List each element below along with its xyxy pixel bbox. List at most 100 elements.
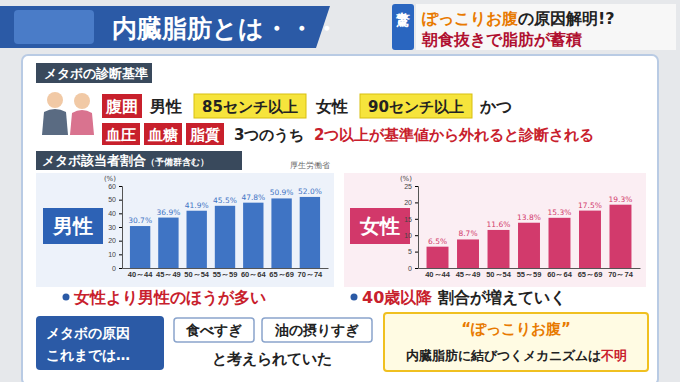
data-label: 45.5% <box>213 196 237 205</box>
female-value: 90センチ以上 <box>368 98 464 116</box>
y-label: (%) <box>400 175 412 183</box>
x-tick: 45～49 <box>456 268 481 279</box>
x-tick: 55～59 <box>517 268 542 279</box>
y-tick: 20 <box>404 199 418 206</box>
woman-head <box>74 93 90 109</box>
bar <box>457 239 479 268</box>
y-tick: 15 <box>404 216 418 223</box>
unknown-text-part: 内臓脂肪に結びつくメカニズムは <box>406 348 601 363</box>
headline-1: ぽっこりお腹の原因解明!? <box>422 9 615 28</box>
y-tick: 60 <box>108 183 122 190</box>
bar <box>130 226 150 268</box>
y-tick-mark <box>415 268 418 269</box>
y-tick-label: 50 <box>108 196 116 203</box>
finding-2-part: 割合が増えていく <box>437 288 566 307</box>
page: 内臓脂肪とは・・・驚きぽっこりお腹の原因解明!?朝食抜きで脂肪が蓄積メタボの診断… <box>0 0 680 382</box>
bar <box>427 247 449 268</box>
data-label: 36.9% <box>156 208 180 217</box>
x-tick-label: 70～74 <box>608 270 634 279</box>
data-label: 30.7% <box>128 216 152 225</box>
headline-2: 朝食抜きで脂肪が蓄積 <box>421 30 582 49</box>
criteria-item: 脂質 <box>189 126 220 144</box>
chart-title: 女性 <box>359 214 400 238</box>
title: 内臓脂肪とは・・・ <box>112 14 339 43</box>
y-tick-mark <box>119 241 122 242</box>
y-tick-mark <box>119 254 122 255</box>
bullet <box>63 294 70 301</box>
y-label: (%) <box>104 175 116 183</box>
y-tick: 25 <box>404 183 418 190</box>
criteria-label-box <box>36 63 152 83</box>
data-label: 13.8% <box>517 213 541 222</box>
y-tick-mark <box>119 268 122 269</box>
data-label: 41.9% <box>185 201 209 210</box>
x-axis: 40～4445～4950～5455～5960～6465～6970～74 <box>123 268 329 279</box>
bar <box>610 205 632 268</box>
x-axis-line <box>419 268 641 269</box>
x-tick: 65～69 <box>578 268 603 279</box>
finding-2-part: 40歳以降 <box>362 288 433 307</box>
x-tick-label: 45～49 <box>156 270 181 279</box>
headline-bg <box>416 4 676 50</box>
criteria-item: 血糖 <box>147 126 178 144</box>
y-tick-label: 40 <box>108 210 116 217</box>
bar <box>518 223 540 268</box>
bar <box>549 218 571 268</box>
finding-1-part: 女性より男性のほうが多い <box>73 288 266 307</box>
chart: 男性0102030405060(%)40～4445～4950～5455～5960… <box>36 173 334 287</box>
y-tick-label: 30 <box>108 224 116 231</box>
data-label: 6.5% <box>428 237 447 246</box>
x-tick: 50～54 <box>184 268 210 279</box>
bar <box>488 230 510 268</box>
data-label: 17.5% <box>578 201 602 210</box>
female-value-box <box>360 94 472 118</box>
ratio-label-box <box>36 151 242 170</box>
data-label: 8.7% <box>458 229 477 238</box>
ratio-label: メタボ該当者割合（予備群含む） <box>42 153 209 168</box>
data-label: 19.3% <box>609 195 633 204</box>
x-tick: 40～44 <box>128 268 154 279</box>
data-label: 50.9% <box>270 188 294 197</box>
x-tick: 70～74 <box>608 268 634 279</box>
title-icon <box>14 10 94 44</box>
x-tick-label: 40～44 <box>425 270 451 279</box>
x-tick: 60～64 <box>241 268 267 279</box>
data-label: 11.6% <box>487 220 511 229</box>
ratio-label-part: メタボ該当者割合 <box>42 153 146 168</box>
x-tick-label: 65～69 <box>578 270 603 279</box>
y-tick-mark <box>415 186 418 187</box>
unknown-box <box>384 313 648 371</box>
criteria-text-2: 2つ以上が基準値から外れると診断される <box>314 126 594 144</box>
criteria-item-box <box>144 123 182 145</box>
bar <box>271 198 291 268</box>
x-tick-label: 60～64 <box>547 270 573 279</box>
y-tick-label: 15 <box>404 216 412 223</box>
x-tick-label: 60～64 <box>241 270 267 279</box>
man-body <box>42 109 68 135</box>
y-tick: 30 <box>108 224 122 231</box>
chart-panel <box>344 173 646 287</box>
chart-title: 男性 <box>52 214 93 238</box>
unknown-title: “ぽっこりお腹” <box>461 320 571 338</box>
x-tick-label: 50～54 <box>486 270 512 279</box>
cause-item-box <box>262 318 372 342</box>
y-tick-mark <box>119 227 122 228</box>
y-tick-label: 0 <box>408 265 412 272</box>
data-label: 15.3% <box>548 208 572 217</box>
y-axis: 0102030405060 <box>108 183 122 272</box>
cause-item-box <box>174 318 254 342</box>
main-panel <box>22 55 658 382</box>
criteria-text-1: 3つのうち <box>234 126 304 144</box>
x-axis: 40～44 45～49 50～54 55～59 60～64 65～69 70～74 <box>419 268 641 279</box>
headline-1-part: の原因解明!? <box>518 9 615 28</box>
y-tick: 20 <box>108 237 122 244</box>
chart: 女性0510152025(%)40～4445～4950～5455～5960～64… <box>344 173 646 287</box>
x-tick: 55～59 <box>213 268 238 279</box>
bar <box>215 206 235 268</box>
x-tick-label: 65～69 <box>269 270 294 279</box>
y-tick: 40 <box>108 210 122 217</box>
criteria-item-box <box>102 123 140 145</box>
criteria-item: 血圧 <box>105 126 136 144</box>
criteria-item-box <box>186 123 224 145</box>
x-tick: 60～64 <box>547 268 573 279</box>
